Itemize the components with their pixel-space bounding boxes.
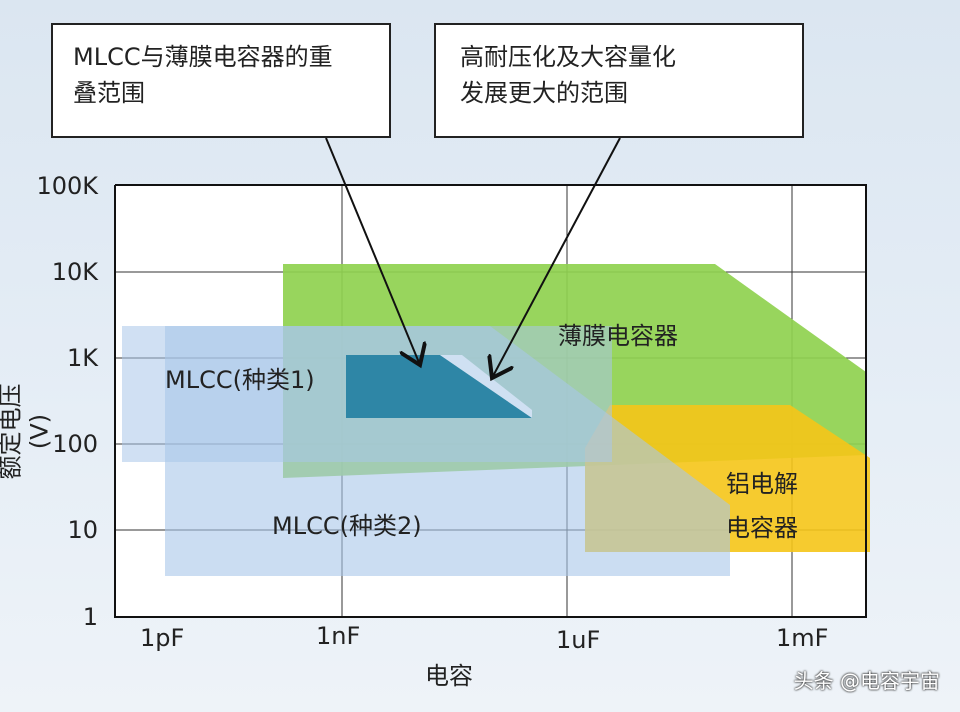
y-tick-100: 100 <box>52 430 98 458</box>
callout-expansion-line2: 发展更大的范围 <box>460 79 628 107</box>
y-tick-10k: 10K <box>51 258 98 286</box>
label-aluminum-line1: 铝电解 <box>726 470 798 498</box>
x-axis-title: 电容 <box>425 662 473 690</box>
y-tick-10: 10 <box>67 516 98 544</box>
y-tick-1k: 1K <box>66 344 98 372</box>
arrow-overlap <box>325 137 420 365</box>
watermark: 头条 @电容宇宙 <box>793 669 940 693</box>
label-film-capacitor: 薄膜电容器 <box>558 322 678 350</box>
callout-overlap-line2: 叠范围 <box>73 79 145 107</box>
callout-expansion: 高耐压化及大容量化 发展更大的范围 <box>434 23 804 138</box>
label-aluminum-line2: 电容器 <box>726 514 798 542</box>
overlap-region <box>346 355 532 418</box>
y-tick-100k: 100K <box>36 172 98 200</box>
expansion-region <box>440 355 532 418</box>
label-mlcc-type2: MLCC(种类2) <box>272 512 422 540</box>
arrow-expansion <box>492 137 621 378</box>
x-tick-1uf: 1uF <box>556 626 601 654</box>
label-mlcc-type1: MLCC(种类1) <box>165 366 315 394</box>
x-tick-1mf: 1mF <box>776 624 829 652</box>
callout-expansion-line1: 高耐压化及大容量化 <box>460 43 676 71</box>
x-tick-1nf: 1nF <box>316 622 361 650</box>
x-tick-1pf: 1pF <box>140 624 185 652</box>
y-axis-title: 额定电压(V) <box>0 383 54 480</box>
callout-overlap: MLCC与薄膜电容器的重 叠范围 <box>51 23 391 138</box>
callout-overlap-line1: MLCC与薄膜电容器的重 <box>73 43 333 71</box>
y-tick-1: 1 <box>82 603 98 631</box>
mlcc-type2-region <box>165 326 730 576</box>
axes-frame <box>114 184 867 618</box>
